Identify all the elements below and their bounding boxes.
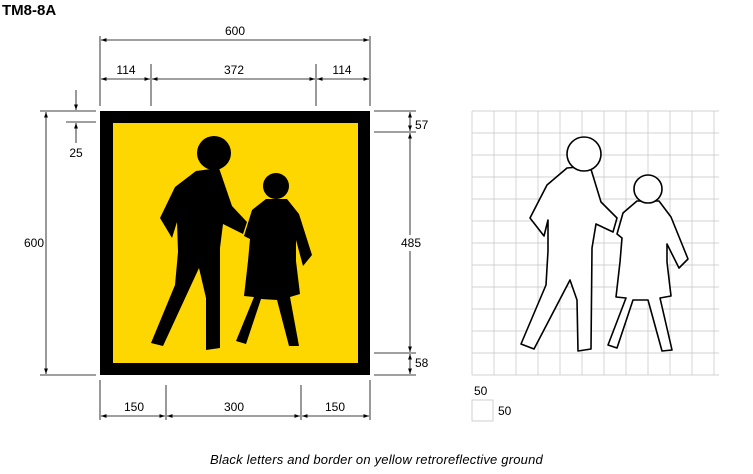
adult-head-outline [566,136,602,172]
dimension-labels: 600 114 372 114 600 25 57 485 58 150 300… [24,24,429,414]
child-head [263,173,289,199]
adult-head [197,136,231,170]
dim-bottom-middle: 300 [224,400,244,414]
dim-middle-span: 372 [224,63,244,77]
pedestrian-outline [520,136,689,352]
child-body [236,199,312,346]
dim-corner-offset: 25 [69,146,83,160]
grid-legend: 50 50 [471,384,512,422]
adult-body [151,168,247,350]
sheet-title: TM8-8A [2,2,56,19]
grid-legend-height: 50 [474,384,488,398]
grid-legend-cell [471,399,494,422]
dim-overall-width: 600 [225,24,245,38]
dim-right-inset: 114 [332,63,351,77]
child-head-outline [633,174,663,204]
sign-yellow-ground [113,123,358,363]
dim-top-border: 57 [415,118,429,132]
grid-legend-width: 50 [498,404,512,418]
dim-bottom-right: 150 [325,400,345,414]
dim-bottom-left: 150 [124,400,144,414]
dim-bottom-border: 58 [415,356,429,370]
dim-overall-height: 600 [24,236,44,250]
dim-symbol-height: 485 [401,236,421,250]
dimension-lines [40,36,416,420]
sign-caption: Black letters and border on yellow retro… [210,452,543,467]
sign-panel [100,111,370,375]
adult-outline [520,165,618,352]
child-outline [607,200,689,352]
dim-left-inset: 114 [116,63,135,77]
pedestrian-symbol [151,136,312,350]
